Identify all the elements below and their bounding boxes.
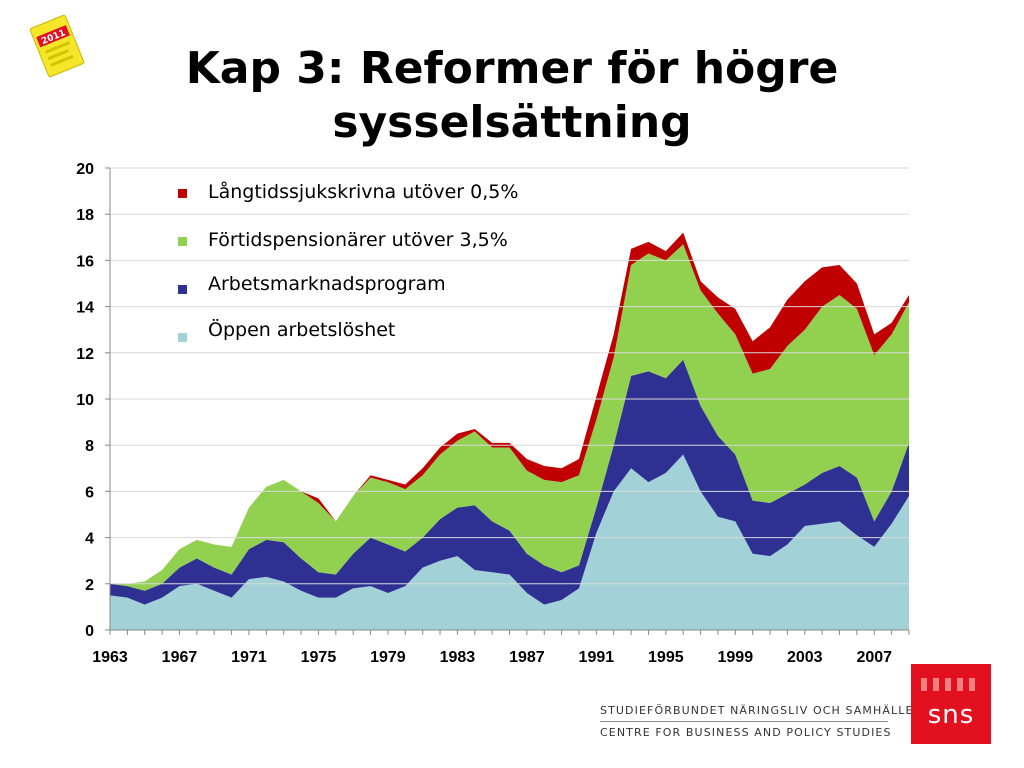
series-area-0 bbox=[110, 454, 909, 630]
x-tick-label: 1995 bbox=[648, 649, 684, 666]
legend-swatch bbox=[178, 237, 187, 246]
footer-org-swedish: STUDIEFÖRBUNDET NÄRINGSLIV OCH SAMHÄLLE bbox=[600, 704, 914, 717]
legend-swatch bbox=[178, 189, 187, 198]
x-tick-label: 2003 bbox=[787, 649, 823, 666]
logo-text: sns bbox=[927, 700, 975, 730]
y-tick-label: 18 bbox=[76, 207, 94, 224]
x-tick-label: 1979 bbox=[370, 649, 406, 666]
y-tick-label: 0 bbox=[85, 623, 94, 640]
legend-swatch bbox=[178, 285, 187, 294]
footer-divider bbox=[600, 721, 888, 722]
legend-label: Arbetsmarknadsprogram bbox=[206, 272, 448, 296]
sns-logo: sns bbox=[911, 664, 991, 744]
x-tick-label: 1991 bbox=[579, 649, 615, 666]
x-tick-label: 1983 bbox=[440, 649, 476, 666]
x-tick-label: 1975 bbox=[301, 649, 337, 666]
y-tick-label: 2 bbox=[85, 577, 94, 594]
y-tick-label: 8 bbox=[85, 438, 94, 455]
y-tick-label: 10 bbox=[76, 392, 94, 409]
x-tick-label: 1999 bbox=[718, 649, 754, 666]
y-tick-label: 20 bbox=[76, 161, 94, 178]
y-tick-label: 6 bbox=[85, 484, 94, 501]
slide-title: Kap 3: Reformer för högre sysselsättning bbox=[0, 42, 1024, 150]
y-tick-label: 12 bbox=[76, 346, 94, 363]
series-area-3 bbox=[110, 232, 909, 584]
legend-label: Öppen arbetslöshet bbox=[206, 318, 398, 342]
x-tick-label: 1967 bbox=[162, 649, 198, 666]
footer-org-english: CENTRE FOR BUSINESS AND POLICY STUDIES bbox=[600, 726, 892, 739]
legend-swatch bbox=[178, 333, 187, 342]
x-tick-label: 2007 bbox=[856, 649, 892, 666]
x-tick-label: 1987 bbox=[509, 649, 545, 666]
book-badge-icon: 2011 bbox=[29, 14, 85, 78]
x-tick-label: 1971 bbox=[231, 649, 267, 666]
y-tick-label: 4 bbox=[85, 531, 94, 548]
series-area-1 bbox=[110, 359, 909, 605]
series-area-2 bbox=[110, 244, 909, 591]
y-tick-label: 14 bbox=[76, 300, 94, 317]
legend-label: Förtidspensionärer utöver 3,5% bbox=[206, 228, 510, 252]
title-line-1: Kap 3: Reformer för högre bbox=[185, 43, 839, 94]
chart-areas bbox=[110, 232, 909, 630]
title-line-2: sysselsättning bbox=[332, 97, 692, 148]
chart-axes: 0 2 4 6 8 10 12 14 16 18 20 1963 1967 1971 1975 1979 198… bbox=[76, 161, 910, 666]
x-tick-label: 1963 bbox=[92, 649, 128, 666]
y-tick-label: 16 bbox=[76, 253, 94, 270]
legend-label: Långtidssjukskrivna utöver 0,5% bbox=[206, 180, 521, 204]
